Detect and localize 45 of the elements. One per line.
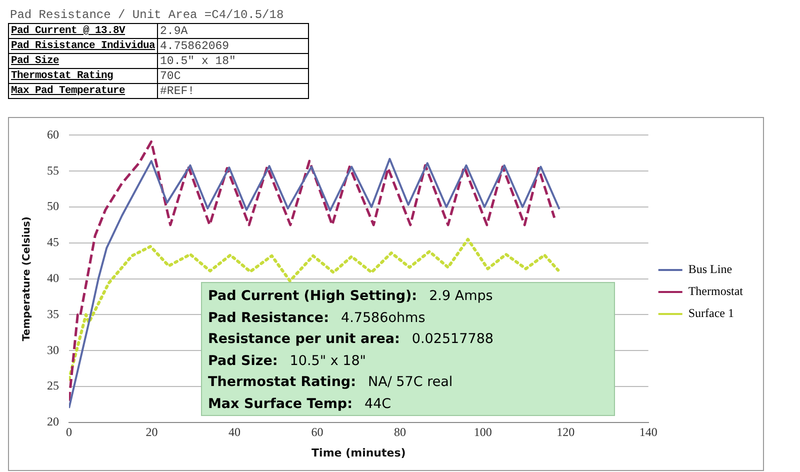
x-tick-label: 60 xyxy=(311,424,324,439)
text: 70C xyxy=(158,68,309,84)
text: Pad Resistance / Unit Area =C4/10.5/18 xyxy=(10,8,284,22)
text: 2.9A xyxy=(158,24,309,38)
text: Pad Risistance Individua xyxy=(8,38,158,54)
legend-label: Surface 1 xyxy=(688,306,734,320)
y-tick-label: 30 xyxy=(47,342,59,357)
y-tick-label: 45 xyxy=(47,235,59,250)
x-tick-label: 0 xyxy=(66,424,72,439)
annotation: 0.02517788 xyxy=(412,331,494,347)
legend-label: Bus Line xyxy=(688,262,732,276)
y-tick-label: 40 xyxy=(47,270,59,285)
annotation: 44C xyxy=(364,396,392,412)
annotation: Max Surface Temp: xyxy=(208,396,352,412)
annotation: Resistance per unit area: xyxy=(208,331,400,347)
text: Pad Size xyxy=(8,54,158,68)
y-tick-label: 35 xyxy=(47,306,59,321)
text: #REF! xyxy=(158,84,309,98)
y-tick-label: 60 xyxy=(47,127,59,142)
text: Pad Current @ 13.8V xyxy=(8,24,158,38)
x-axis-title: Time (minutes) xyxy=(312,446,406,460)
annotation: 2.9 Amps xyxy=(429,288,493,304)
annotation: 4.7586ohms xyxy=(341,310,426,326)
x-tick-label: 100 xyxy=(474,424,492,439)
y-tick-label: 55 xyxy=(47,163,59,178)
annotation: Pad Current (High Setting): xyxy=(208,288,418,304)
legend-label: Thermostat xyxy=(688,284,744,298)
text: Max Pad Temperature xyxy=(8,84,158,98)
y-axis-title: Temperature (Celsius) xyxy=(22,216,33,342)
annotation: NA/ 57C real xyxy=(368,374,453,390)
y-tick-label: 50 xyxy=(47,199,59,214)
x-tick-label: 40 xyxy=(228,424,241,439)
y-tick-label: 25 xyxy=(47,378,59,393)
text: Thermostat Rating xyxy=(8,68,158,84)
x-tick-label: 140 xyxy=(639,424,658,439)
text: 4.75862069 xyxy=(158,38,309,54)
x-tick-label: 80 xyxy=(394,424,406,439)
annotation: Pad Resistance: xyxy=(208,310,329,326)
annotation: Thermostat Rating: xyxy=(208,374,356,390)
y-tick-label: 20 xyxy=(47,414,59,429)
x-tick-label: 120 xyxy=(556,424,575,439)
x-tick-label: 20 xyxy=(146,424,158,439)
annotation: Pad Size: xyxy=(208,352,278,368)
text: 10.5" x 18" xyxy=(158,54,309,68)
annotation: 10.5" x 18" xyxy=(290,352,366,368)
